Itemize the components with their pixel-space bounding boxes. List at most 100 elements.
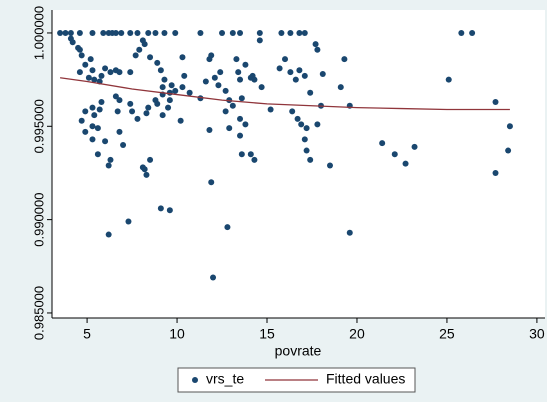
- data-point: [391, 151, 398, 158]
- data-point: [237, 115, 244, 122]
- data-point: [85, 74, 92, 81]
- x-axis-title: povrate: [275, 343, 322, 359]
- data-point: [307, 89, 314, 96]
- data-point: [215, 82, 222, 89]
- data-point: [492, 169, 499, 176]
- data-point: [256, 29, 263, 36]
- data-point: [307, 156, 314, 163]
- data-point: [445, 76, 452, 83]
- data-point: [91, 112, 98, 119]
- data-point: [242, 121, 249, 128]
- data-point: [114, 108, 121, 115]
- data-point: [89, 136, 96, 143]
- data-point: [469, 29, 476, 36]
- data-point: [129, 108, 136, 115]
- data-point: [237, 29, 244, 36]
- data-point: [224, 224, 231, 231]
- data-point: [267, 106, 274, 113]
- data-point: [186, 89, 193, 96]
- data-point: [282, 56, 289, 63]
- y-tick-label: 0.985000: [31, 286, 46, 340]
- data-point: [222, 87, 229, 94]
- data-point: [247, 151, 254, 158]
- data-point: [78, 117, 85, 124]
- data-point: [179, 84, 186, 91]
- data-point: [78, 52, 85, 59]
- data-point: [116, 128, 123, 135]
- data-point: [301, 72, 308, 79]
- data-point: [125, 218, 132, 225]
- data-point: [341, 56, 348, 63]
- data-point: [166, 207, 173, 214]
- data-point: [258, 84, 265, 91]
- data-point: [217, 69, 224, 76]
- data-point: [69, 39, 76, 46]
- data-point: [161, 29, 168, 36]
- data-point: [278, 29, 285, 36]
- data-point: [165, 104, 172, 111]
- data-point: [226, 125, 233, 132]
- data-point: [91, 76, 98, 83]
- legend-swatch: [192, 377, 198, 383]
- data-point: [94, 151, 101, 158]
- y-tick-label: 0.995000: [31, 99, 46, 153]
- data-point: [145, 29, 152, 36]
- legend-label: Fitted values: [326, 371, 405, 387]
- data-point: [210, 274, 217, 281]
- data-point: [76, 69, 83, 76]
- data-point: [303, 147, 310, 154]
- data-point: [145, 104, 152, 111]
- data-point: [492, 99, 499, 106]
- data-point: [303, 125, 310, 132]
- data-point: [116, 69, 123, 76]
- data-point: [229, 29, 236, 36]
- data-point: [181, 72, 188, 79]
- data-point: [136, 46, 143, 53]
- data-point: [289, 108, 296, 115]
- data-point: [238, 95, 245, 102]
- data-point: [159, 112, 166, 119]
- data-point: [134, 29, 141, 36]
- data-point: [116, 97, 123, 104]
- data-point: [314, 121, 321, 128]
- y-tick-label: 0.990000: [31, 193, 46, 247]
- data-point: [238, 151, 245, 158]
- data-point: [147, 156, 154, 163]
- data-point: [143, 171, 150, 178]
- data-point: [118, 29, 125, 36]
- legend-label: vrs_te: [206, 371, 244, 387]
- data-point: [105, 162, 112, 169]
- fit-line: [60, 77, 510, 111]
- data-point: [89, 29, 96, 36]
- data-point: [157, 205, 164, 212]
- data-point: [94, 125, 101, 132]
- data-point: [89, 67, 96, 74]
- data-point: [76, 46, 83, 53]
- data-point: [296, 67, 303, 74]
- data-point: [314, 46, 321, 53]
- x-tick-label: 20: [349, 326, 365, 342]
- data-point: [294, 115, 301, 122]
- data-point: [154, 59, 161, 66]
- data-point: [301, 29, 308, 36]
- data-point: [161, 76, 168, 83]
- data-point: [102, 138, 109, 145]
- data-point: [235, 69, 242, 76]
- data-point: [206, 127, 213, 134]
- data-point: [256, 37, 263, 44]
- data-point: [112, 29, 119, 36]
- data-point: [326, 162, 333, 169]
- x-tick-label: 5: [83, 326, 91, 342]
- data-point: [296, 29, 303, 36]
- data-point: [298, 121, 305, 128]
- data-point: [102, 65, 109, 72]
- data-point: [134, 115, 141, 122]
- data-point: [152, 97, 159, 104]
- data-point: [127, 100, 134, 107]
- data-point: [141, 166, 148, 173]
- data-point: [141, 41, 148, 48]
- data-point: [346, 229, 353, 236]
- data-point: [105, 231, 112, 238]
- data-point: [402, 160, 409, 167]
